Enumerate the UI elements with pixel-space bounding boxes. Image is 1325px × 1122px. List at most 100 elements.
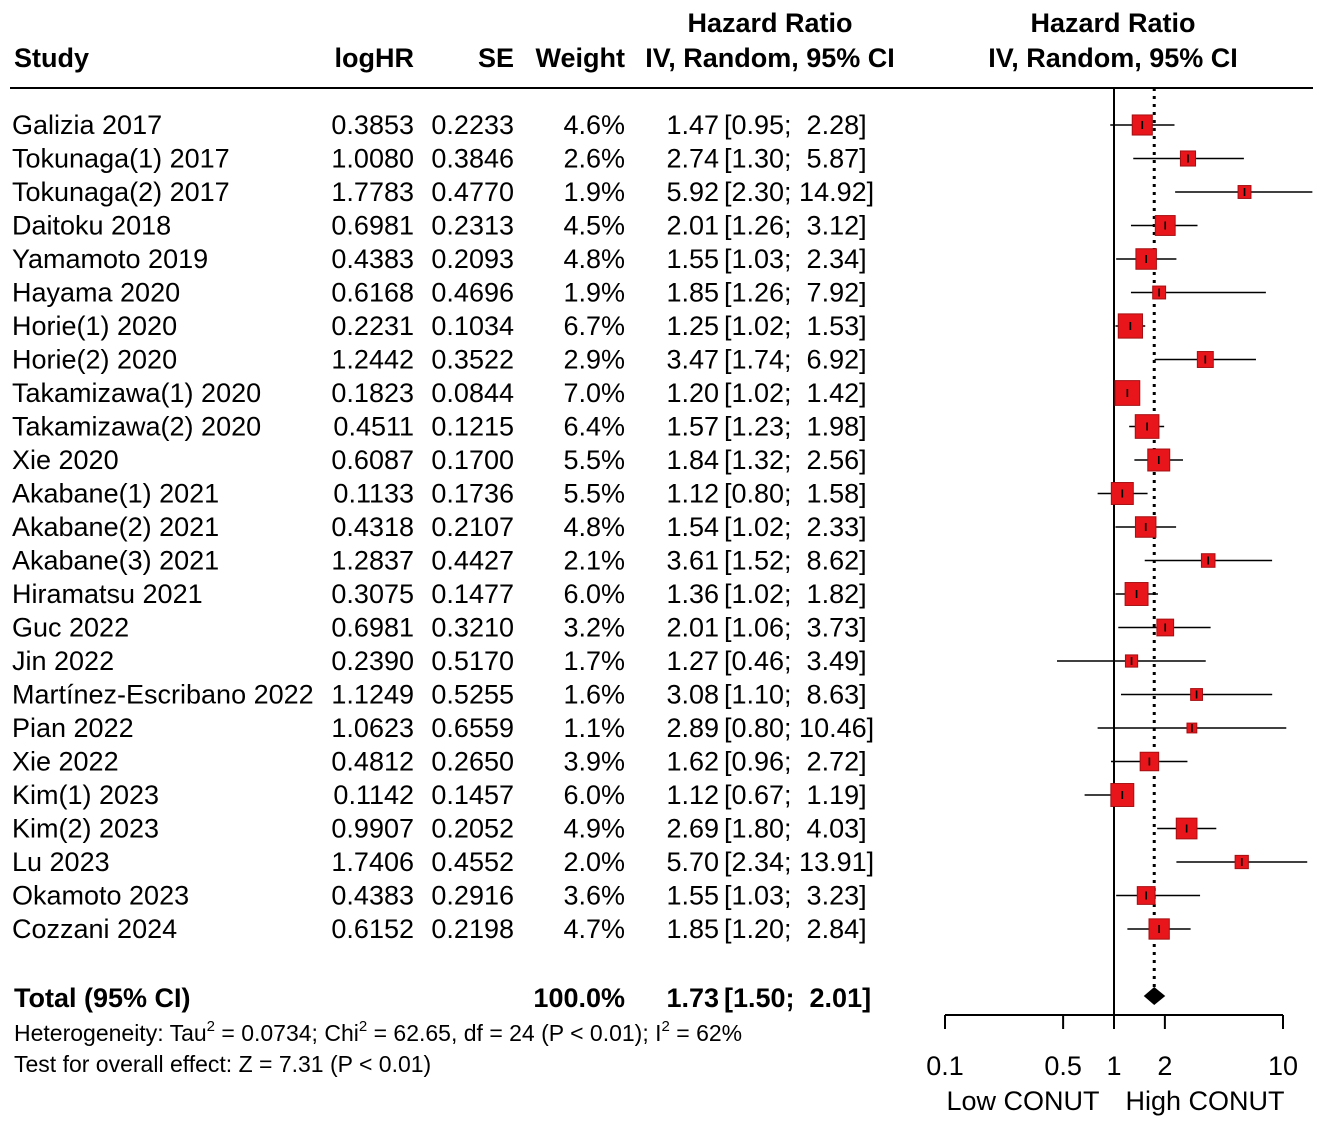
study-name: Xie 2022 [12,747,119,777]
study-hr: 1.57 [666,412,719,442]
study-weight: 2.6% [563,144,625,174]
study-row: Xie 2020 0.6087 0.1700 5.5% 1.84 [1.32; 2.56] [12,445,867,475]
study-row: Guc 2022 0.6981 0.3210 3.2% 2.01 [1.06; 3.73] [12,613,867,643]
study-hr: 1.47 [666,110,719,140]
study-loghr: 0.1142 [333,780,414,810]
i2-superscript: 2 [662,1018,670,1035]
study-name: Xie 2020 [12,445,119,475]
study-name: Horie(1) 2020 [12,311,177,341]
study-weight: 5.5% [563,445,625,475]
study-weight: 3.9% [563,747,625,777]
study-row: Takamizawa(1) 2020 0.1823 0.0844 7.0% 1.20 [1… [12,378,867,408]
study-rows: Galizia 2017 0.3853 0.2233 4.6% 1.47 [0.95; 2… [12,110,874,944]
overall-effect-text: Test for overall effect: Z = 7.31 (P < 0… [14,1051,431,1077]
study-se: 0.0844 [431,378,514,408]
study-name: Lu 2023 [12,847,110,877]
study-se: 0.2650 [431,747,514,777]
study-row: Yamamoto 2019 0.4383 0.2093 4.8% 1.55 [1.03; … [12,244,867,274]
study-hr: 3.61 [666,546,719,576]
study-ci: [0.80; 1.58] [724,479,867,509]
study-ci: [1.23; 1.98] [724,412,867,442]
study-se: 0.5255 [431,680,514,710]
study-ci: [1.03; 3.23] [724,881,867,911]
study-hr: 1.54 [666,512,719,542]
study-name: Hiramatsu 2021 [12,579,203,609]
study-name: Jin 2022 [12,646,114,676]
study-row: Tokunaga(1) 2017 1.0080 0.3846 2.6% 2.74 [1.3… [12,144,867,174]
total-label: Total (95% CI) [14,983,191,1013]
study-hr: 3.47 [666,345,719,375]
study-weight: 1.1% [563,713,625,743]
study-se: 0.3846 [431,144,514,174]
study-hr: 1.20 [666,378,719,408]
study-row: Hiramatsu 2021 0.3075 0.1477 6.0% 1.36 [1.02;… [12,579,867,609]
heterogeneity-text: Heterogeneity: Tau2 = 0.0734; Chi2 = 62.… [14,1018,742,1046]
study-ci: [1.02; 1.82] [724,579,867,609]
study-hr: 1.36 [666,579,719,609]
study-name: Martínez-Escribano 2022 [12,680,314,710]
study-name: Tokunaga(1) 2017 [12,144,230,174]
study-se: 0.2198 [431,914,514,944]
study-loghr: 0.6168 [331,278,414,308]
study-row: Horie(1) 2020 0.2231 0.1034 6.7% 1.25 [1.02; … [12,311,867,341]
x-axis-tick-label: 1 [1106,1051,1121,1081]
study-weight: 6.0% [563,780,625,810]
study-row: Hayama 2020 0.6168 0.4696 1.9% 1.85 [1.26; 7.… [12,278,867,308]
study-hr: 2.69 [666,814,719,844]
study-row: Xie 2022 0.4812 0.2650 3.9% 1.62 [0.96; 2.72] [12,747,867,777]
header-hr-title-1: Hazard Ratio [687,8,852,38]
study-loghr: 0.4812 [331,747,414,777]
study-hr: 1.55 [666,244,719,274]
study-weight: 5.5% [563,479,625,509]
study-weight: 4.5% [563,211,625,241]
study-name: Kim(2) 2023 [12,814,159,844]
direction-label-left: Low CONUT [946,1086,1099,1116]
chi-superscript: 2 [359,1018,367,1035]
study-loghr: 0.6152 [331,914,414,944]
study-row: Tokunaga(2) 2017 1.7783 0.4770 1.9% 5.92 [2.3… [12,177,874,207]
study-hr: 5.92 [666,177,719,207]
study-ci: [0.96; 2.72] [724,747,867,777]
x-axis-tick-label: 2 [1157,1051,1172,1081]
study-row: Horie(2) 2020 1.2442 0.3522 2.9% 3.47 [1.74; … [12,345,867,375]
study-ci: [1.02; 1.42] [724,378,867,408]
study-row: Lu 2023 1.7406 0.4552 2.0% 5.70 [2.34; 13.91] [12,847,874,877]
study-weight: 4.7% [563,914,625,944]
study-hr: 1.27 [666,646,719,676]
study-name: Akabane(1) 2021 [12,479,219,509]
study-row: Jin 2022 0.2390 0.5170 1.7% 1.27 [0.46; 3.49] [12,646,867,676]
study-ci: [1.02; 1.53] [724,311,867,341]
study-ci: [1.32; 2.56] [724,445,867,475]
study-weight: 2.1% [563,546,625,576]
study-loghr: 0.1823 [331,378,414,408]
study-ci: [1.03; 2.34] [724,244,867,274]
study-row: Akabane(3) 2021 1.2837 0.4427 2.1% 3.61 [1.52… [12,546,867,576]
study-hr: 1.55 [666,881,719,911]
study-hr: 1.85 [666,278,719,308]
study-row: Akabane(2) 2021 0.4318 0.2107 4.8% 1.54 [1.02… [12,512,867,542]
header-loghr: logHR [335,43,414,73]
study-se: 0.2107 [431,512,514,542]
study-weight: 4.9% [563,814,625,844]
study-se: 0.3210 [431,613,514,643]
study-row: Galizia 2017 0.3853 0.2233 4.6% 1.47 [0.95; 2… [12,110,867,140]
study-hr: 1.12 [666,479,719,509]
study-loghr: 0.3075 [331,579,414,609]
study-loghr: 0.4511 [333,412,414,442]
study-ci: [1.20; 2.84] [724,914,867,944]
study-ci: [1.30; 5.87] [724,144,867,174]
tau-value: = 0.0734; Chi [215,1020,359,1046]
study-se: 0.2916 [431,881,514,911]
study-hr: 1.62 [666,747,719,777]
study-row: Akabane(1) 2021 0.1133 0.1736 5.5% 1.12 [0.80… [12,479,867,509]
total-hr: 1.73 [666,983,719,1013]
study-ci: [1.06; 3.73] [724,613,867,643]
study-name: Galizia 2017 [12,110,162,140]
heterogeneity-prefix: Heterogeneity: Tau [14,1020,207,1046]
study-loghr: 0.6981 [331,613,414,643]
study-loghr: 0.2231 [331,311,414,341]
header-weight: Weight [536,43,626,73]
study-name: Daitoku 2018 [12,211,171,241]
study-hr: 1.12 [666,780,719,810]
